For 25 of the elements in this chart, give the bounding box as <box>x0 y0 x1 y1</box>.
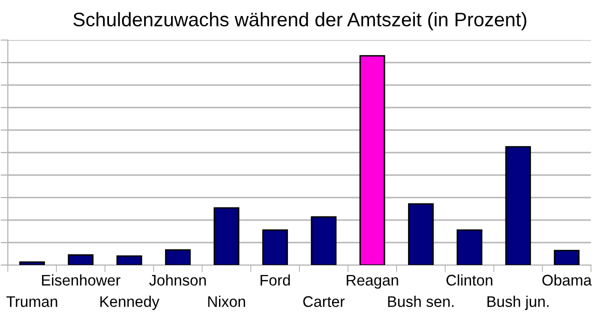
x-tick-label: Eisenhower <box>42 274 120 286</box>
chart-title: Schuldenzuwachs während der Amtszeit (in Prozent) <box>73 12 526 30</box>
bar <box>214 207 240 266</box>
x-tick-label: Johnson <box>149 274 206 286</box>
x-tick-label: Nixon <box>208 296 246 307</box>
bar <box>19 261 45 266</box>
x-tick-label: Bush sen. <box>388 296 454 307</box>
bar <box>456 229 482 266</box>
x-tick-label: Ford <box>260 274 290 286</box>
bar <box>165 249 191 266</box>
bar <box>116 255 142 266</box>
bar <box>310 216 337 266</box>
bar <box>359 55 386 266</box>
bar <box>68 254 94 266</box>
bar <box>554 250 580 266</box>
x-tick-label: Truman <box>6 296 58 307</box>
x-tick-label: Bush jun. <box>488 296 549 310</box>
x-tick-label: Obama <box>542 274 592 286</box>
bar <box>505 146 531 266</box>
bar <box>408 203 434 266</box>
x-tick-label: Reagan <box>346 274 398 289</box>
x-tick-label: Kennedy <box>100 296 160 310</box>
x-tick-label: Carter <box>303 296 345 307</box>
bar <box>262 229 288 266</box>
x-tick-label: Clinton <box>446 274 492 286</box>
